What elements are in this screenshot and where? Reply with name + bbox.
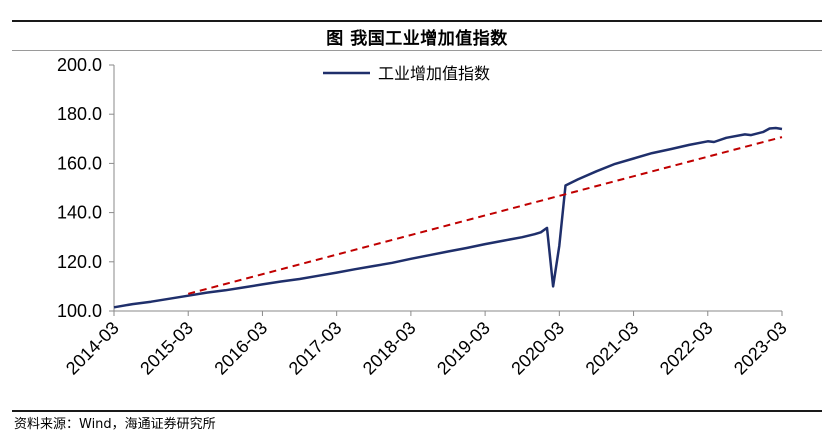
y-tick-label: 180.0 — [57, 104, 102, 124]
x-tick-labels: 2014-03 2015-03 2016-03 2017-03 2018-03 2019-… — [62, 311, 791, 379]
trend-line — [187, 136, 783, 295]
x-tick-label: 2019-03 — [433, 318, 494, 379]
x-tick-label: 2022-03 — [656, 318, 717, 379]
y-tick-label: 120.0 — [57, 252, 102, 272]
x-tick-label: 2023-03 — [730, 318, 791, 379]
y-tick-label: 200.0 — [57, 55, 102, 75]
figure-title-bar: 图 我国工业增加值指数 — [12, 22, 822, 51]
y-tick-label: 160.0 — [57, 153, 102, 173]
x-tick-label: 2017-03 — [285, 318, 346, 379]
y-tick-label: 100.0 — [57, 301, 102, 321]
x-tick-label: 2021-03 — [582, 318, 643, 379]
legend: 工业增加值指数 — [323, 64, 490, 83]
series-line-industrial-value-added-index — [113, 126, 783, 309]
series — [113, 126, 783, 309]
x-tick-label: 2016-03 — [210, 318, 271, 379]
figure-frame: 图 我国工业增加值指数 — [12, 20, 822, 412]
x-tick-label: 2020-03 — [507, 318, 568, 379]
source-note: 资料来源：Wind，海通证券研究所 — [14, 417, 216, 432]
y-tick-labels: 100.0 120.0 140.0 160.0 180.0 200.0 — [57, 55, 114, 321]
y-tick-label: 140.0 — [57, 203, 102, 223]
axes — [113, 65, 782, 312]
legend-label: 工业增加值指数 — [378, 64, 490, 83]
figure-title: 图 我国工业增加值指数 — [326, 28, 508, 49]
x-tick-label: 2014-03 — [62, 318, 123, 379]
x-tick-label: 2015-03 — [136, 318, 197, 379]
x-tick-label: 2018-03 — [359, 318, 420, 379]
